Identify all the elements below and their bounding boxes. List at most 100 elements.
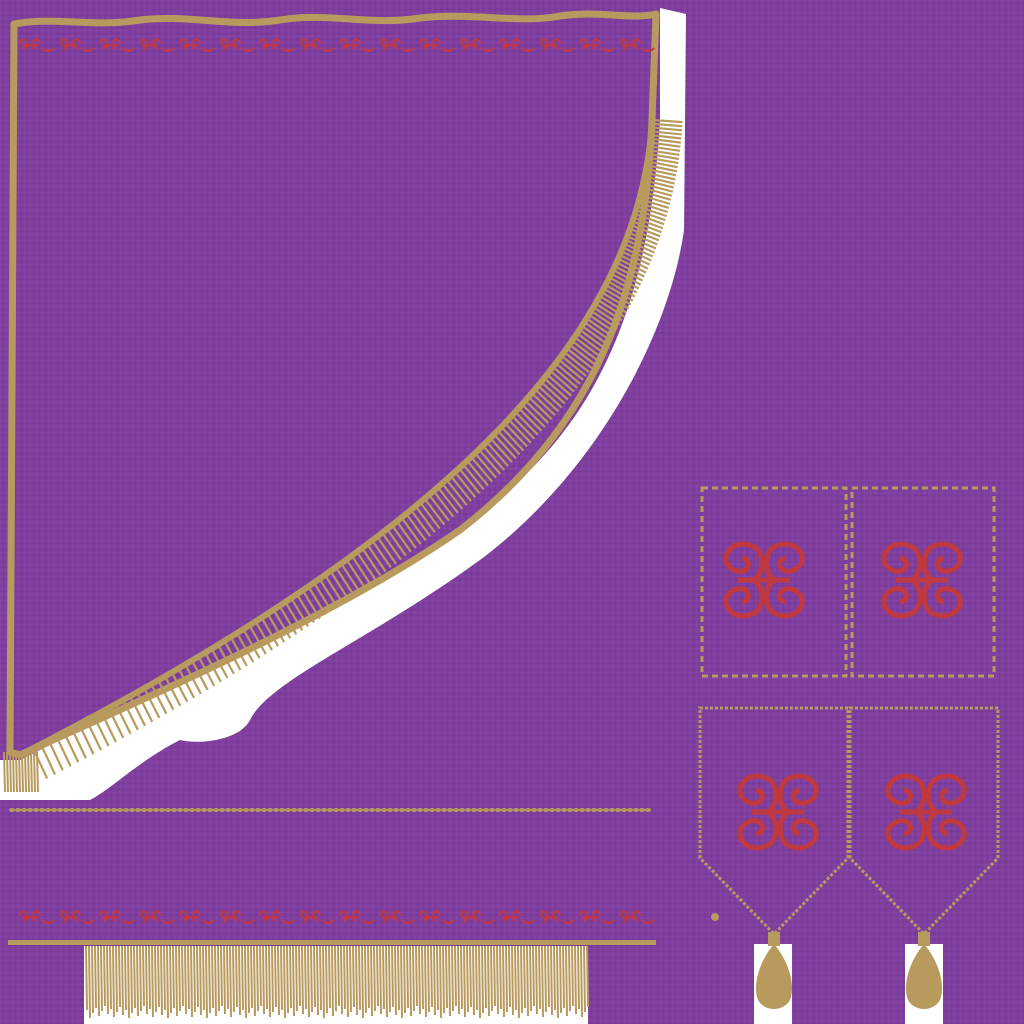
fringe-strand bbox=[560, 354, 587, 377]
fringe-strand bbox=[358, 945, 361, 1011]
fringe-strand bbox=[121, 945, 124, 1016]
fringe-strand bbox=[500, 426, 525, 452]
fringe-strand bbox=[433, 945, 436, 1016]
fringe-strand bbox=[343, 945, 346, 1010]
fringe-strand bbox=[280, 945, 283, 1011]
fringe-strand bbox=[577, 945, 580, 1010]
fringe-strand bbox=[9, 751, 12, 793]
fringe-strand bbox=[322, 945, 325, 1019]
rope-knot bbox=[117, 808, 123, 812]
fringe-strand bbox=[508, 945, 511, 1008]
fringe-strand bbox=[514, 945, 517, 1011]
fringe-strand bbox=[622, 246, 652, 262]
rope-knot bbox=[603, 808, 609, 812]
fringe-strand bbox=[437, 486, 459, 514]
fringe-strand bbox=[568, 343, 596, 365]
fringe-strand bbox=[244, 945, 247, 1019]
rope-knot bbox=[465, 808, 471, 812]
fringe-strand bbox=[445, 478, 468, 506]
fringe-strand bbox=[289, 945, 292, 1009]
fringe-strand bbox=[619, 254, 649, 270]
rope-knot bbox=[261, 808, 267, 812]
fringe-strand bbox=[517, 945, 520, 1019]
fringe-strand bbox=[382, 945, 385, 1010]
rope-knot bbox=[477, 808, 483, 812]
fringe-strand bbox=[385, 945, 388, 1018]
fringe-strand bbox=[544, 945, 547, 1013]
fringe-strand bbox=[636, 205, 667, 218]
panel-trim bbox=[6, 10, 660, 759]
fringe-strand bbox=[248, 624, 267, 655]
fringe-strand bbox=[478, 448, 502, 475]
curve-edge-trim bbox=[18, 119, 655, 758]
rope-knot bbox=[513, 808, 519, 812]
fringe-strand bbox=[290, 597, 310, 627]
fringe-strand bbox=[313, 945, 316, 1008]
fringe-strand bbox=[496, 429, 521, 456]
rope-knot bbox=[213, 808, 219, 812]
rect-patch-right bbox=[850, 486, 996, 678]
fringe-strand bbox=[574, 945, 577, 1015]
fringe-strand bbox=[355, 945, 358, 1016]
fringe-strand bbox=[70, 727, 87, 759]
fringe-strand bbox=[178, 945, 181, 1012]
fringe-strand bbox=[445, 945, 448, 1009]
fringe-strand bbox=[594, 302, 623, 322]
rope-knot bbox=[561, 808, 567, 812]
fringe-strand bbox=[112, 945, 115, 1018]
tassel-icon bbox=[755, 944, 793, 1009]
fringe-shadow bbox=[0, 8, 686, 800]
rope-knot bbox=[303, 808, 309, 812]
fringe-strand bbox=[204, 652, 222, 683]
rope-knot bbox=[639, 808, 645, 812]
fringe-strand bbox=[543, 377, 569, 401]
fringe-strand bbox=[24, 751, 27, 793]
fringe-strand bbox=[651, 118, 683, 124]
fringe-strand bbox=[412, 945, 415, 1012]
fringe-strand bbox=[18, 751, 21, 793]
fringe-strand bbox=[366, 543, 387, 573]
fringe-strand bbox=[421, 945, 424, 1010]
rope-knot bbox=[531, 808, 537, 812]
fringe-strand bbox=[493, 433, 517, 459]
fringe-strand bbox=[599, 295, 628, 314]
rope-knot bbox=[579, 808, 585, 812]
fringe-strand bbox=[469, 945, 472, 1008]
fringe-strand bbox=[268, 945, 271, 1018]
rope-knot bbox=[87, 808, 93, 812]
rope-knot bbox=[417, 808, 423, 812]
fringe-strand bbox=[623, 242, 654, 258]
fringe-strand bbox=[563, 351, 590, 373]
fringe-strand bbox=[481, 945, 484, 1014]
fringe-strand bbox=[250, 945, 253, 1009]
fringe-strand bbox=[475, 945, 478, 1011]
fringe-strand bbox=[586, 945, 589, 1008]
fringe-strand bbox=[27, 751, 30, 793]
fringe-strand bbox=[262, 945, 265, 1015]
fringe-strand bbox=[565, 945, 568, 1017]
fringe-strand bbox=[586, 317, 614, 338]
fringe-strand bbox=[307, 945, 310, 1018]
fringe-strand bbox=[202, 945, 205, 1011]
rope-knot bbox=[273, 808, 279, 812]
fringe-strand bbox=[481, 444, 506, 471]
fringe-strand bbox=[608, 276, 638, 294]
rope-knot bbox=[495, 808, 501, 812]
fringe-strand bbox=[638, 197, 670, 209]
rope-knot bbox=[489, 808, 495, 812]
fringe-strand bbox=[114, 703, 132, 735]
fringe-strand bbox=[170, 671, 189, 703]
fringe-strand bbox=[505, 945, 508, 1013]
rope-knot bbox=[597, 808, 603, 812]
fringe-strand bbox=[12, 751, 15, 793]
fringe-strand bbox=[651, 122, 683, 128]
fringe-strand bbox=[340, 562, 360, 592]
fringe-strand bbox=[395, 520, 417, 549]
fringe-strand bbox=[88, 945, 91, 1019]
fringe-strand bbox=[241, 945, 244, 1011]
fringe-strand bbox=[247, 945, 250, 1014]
fringe-strand bbox=[651, 130, 682, 136]
fringe-strand bbox=[620, 250, 651, 266]
fringe-strand bbox=[3, 751, 6, 793]
rope-knot bbox=[471, 808, 477, 812]
